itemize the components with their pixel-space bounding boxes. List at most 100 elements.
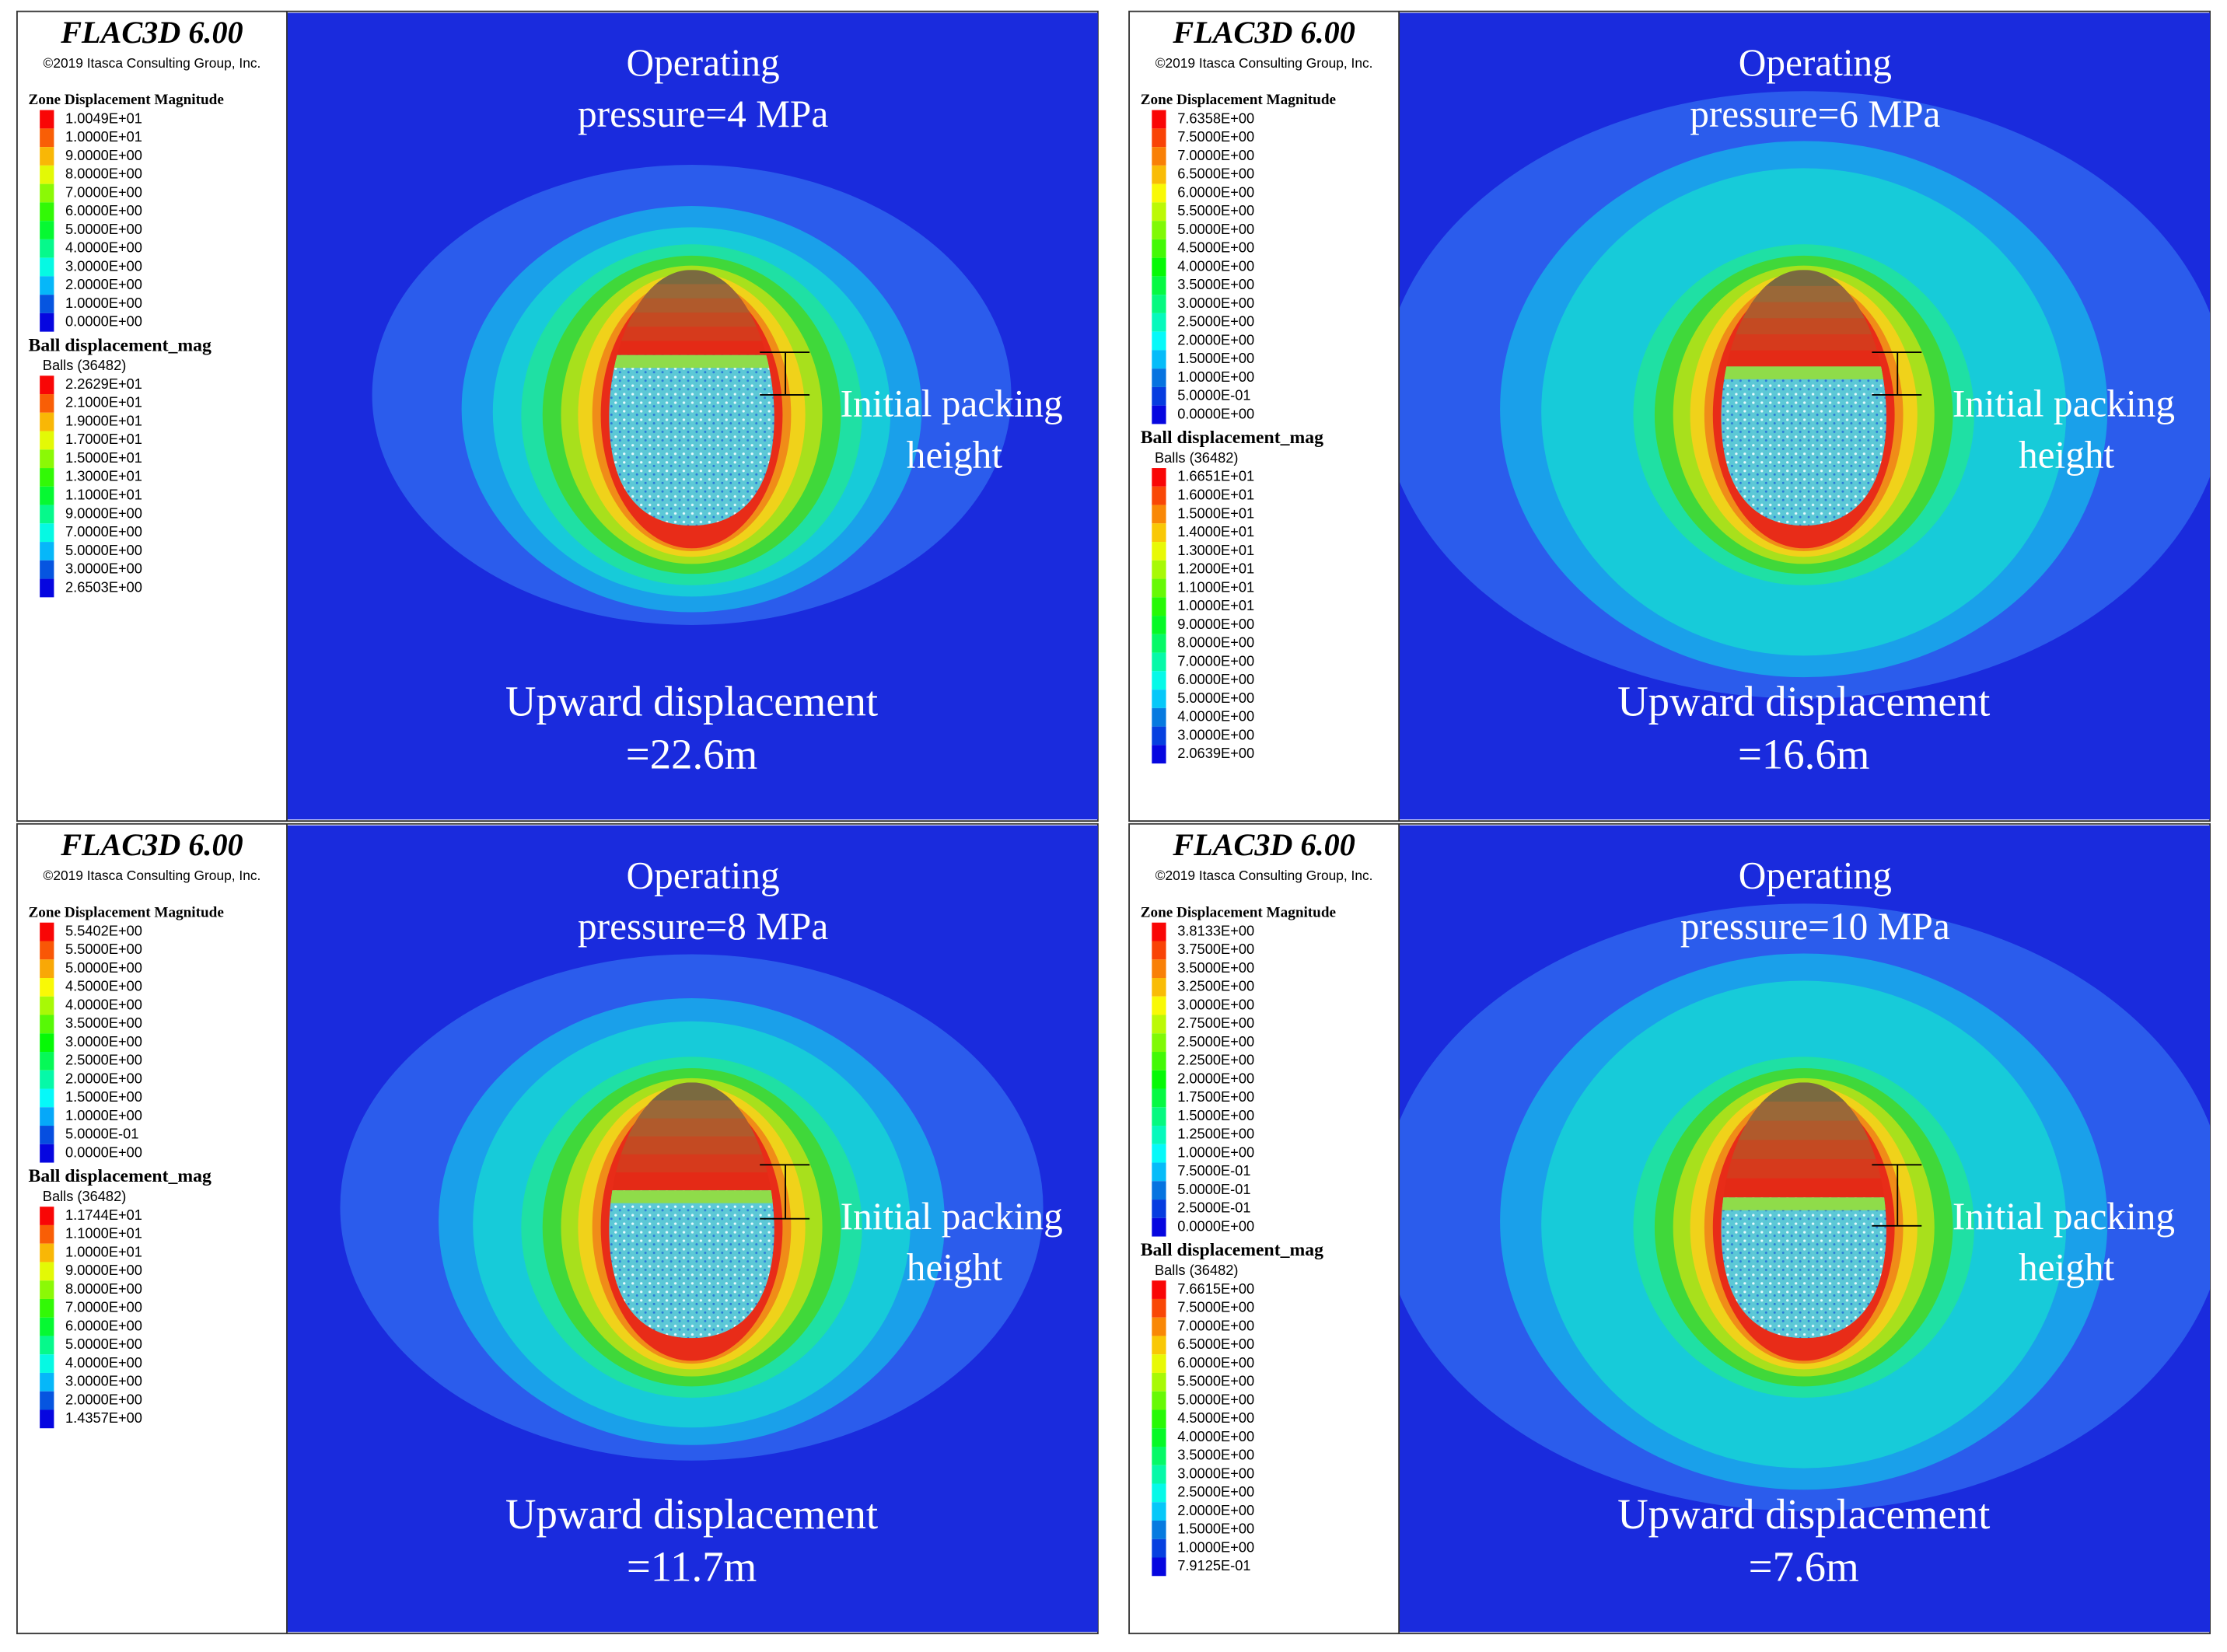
legend-label: 7.5000E-01: [1177, 1162, 1250, 1179]
legend-label: 2.0000E+00: [1177, 331, 1254, 348]
legend-label: 7.6615E+00: [1177, 1280, 1254, 1297]
dome-band: [609, 312, 774, 329]
legend-label: 3.5000E+00: [1177, 276, 1254, 292]
legend-label: 1.0000E+01: [65, 1243, 142, 1259]
legend-swatch: [40, 1052, 54, 1070]
legend-swatch: [1152, 690, 1166, 708]
cavity: [1721, 1082, 1886, 1339]
legend-label: 7.0000E+00: [65, 183, 142, 200]
legend-swatch: [1152, 405, 1166, 424]
legend-label: 2.5000E-01: [1177, 1200, 1250, 1216]
annotation: pressure=10 MPa: [1680, 905, 1950, 948]
annotation: pressure=6 MPa: [1690, 93, 1940, 135]
legend-label: 1.9000E+01: [65, 412, 142, 428]
legend-swatch: [40, 505, 54, 524]
legend-swatch: [40, 239, 54, 258]
legend-swatch: [40, 560, 54, 579]
legend-label: 2.2500E+00: [1177, 1052, 1254, 1068]
legend-swatch: [1152, 257, 1166, 277]
legend-swatch: [1152, 1088, 1166, 1108]
legend-swatch: [40, 295, 54, 313]
dome-band: [1721, 1120, 1886, 1142]
legend-swatch: [1152, 745, 1166, 764]
legend-label: 7.0000E+00: [1177, 147, 1254, 163]
legend-label: 1.0000E+00: [1177, 368, 1254, 385]
legend-swatch: [40, 1207, 54, 1225]
legend-label: 1.0000E+01: [65, 128, 142, 145]
legend-swatch: [40, 1033, 54, 1053]
legend-label: 3.0000E+00: [65, 257, 142, 274]
annotation: height: [907, 433, 1003, 476]
legend-label: 1.0000E+00: [1177, 1538, 1254, 1555]
legend-label: 5.0000E+00: [1177, 690, 1254, 706]
legend-swatch: [1152, 1015, 1166, 1034]
legend-label: 8.0000E+00: [65, 166, 142, 182]
legend-label: 5.5000E+00: [1177, 1373, 1254, 1389]
legend-label: 0.0000E+00: [1177, 405, 1254, 421]
legend-label: 5.0000E-01: [1177, 387, 1250, 403]
annotation: =7.6m: [1749, 1542, 1859, 1590]
legend-label: 3.0000E+00: [1177, 996, 1254, 1012]
legend-swatch: [1152, 1520, 1166, 1539]
legend-swatch: [40, 1262, 54, 1281]
dome-band: [1721, 1158, 1886, 1180]
legend-label: 5.0000E+00: [1177, 221, 1254, 237]
legend-title: Ball displacement_mag: [29, 335, 212, 355]
dome-band: [609, 327, 774, 343]
legend-swatch: [1152, 1465, 1166, 1484]
legend-label: 6.0000E+00: [65, 1317, 142, 1333]
legend-label: 9.0000E+00: [65, 505, 142, 521]
legend-swatch: [40, 1107, 54, 1126]
legend-swatch: [1152, 996, 1166, 1015]
legend-swatch: [40, 1298, 54, 1318]
legend-swatch: [1152, 1070, 1166, 1089]
legend-swatch: [1152, 922, 1166, 941]
legend-label: 7.0000E+00: [65, 523, 142, 540]
legend-title: Ball displacement_mag: [29, 1166, 212, 1186]
legend-swatch: [40, 375, 54, 395]
legend-label: 2.0000E+00: [65, 1070, 142, 1086]
annotation: Operating: [1739, 854, 1892, 896]
legend-swatch: [1152, 331, 1166, 351]
legend-label: 1.7000E+01: [65, 431, 142, 447]
legend-label: 7.0000E+00: [65, 1299, 142, 1315]
legend-swatch: [1152, 221, 1166, 239]
legend-swatch: [1152, 239, 1166, 258]
legend-label: 3.0000E+00: [65, 561, 142, 577]
legend-swatch: [1152, 652, 1166, 672]
copyright: ©2019 Itasca Consulting Group, Inc.: [1155, 55, 1373, 71]
legend-label: 8.0000E+00: [65, 1280, 142, 1297]
dome-band: [1721, 334, 1886, 352]
legend-swatch: [40, 1409, 54, 1429]
legend-swatch: [1152, 1372, 1166, 1392]
legend-swatch: [40, 1126, 54, 1144]
plot-area: [1399, 12, 2211, 820]
legend-label: 7.9125E-01: [1177, 1557, 1250, 1573]
legend-label: 5.0000E+00: [1177, 1391, 1254, 1407]
legend-label: 1.1000E+01: [65, 487, 142, 503]
legend-label: 5.0000E+00: [65, 221, 142, 237]
dome-band: [609, 1136, 774, 1156]
legend-label: 2.0000E+00: [1177, 1502, 1254, 1518]
legend-subtitle: Balls (36482): [1155, 449, 1239, 466]
particles-top: [609, 354, 774, 368]
particles: [1721, 366, 1886, 526]
legend-label: 4.5000E+00: [1177, 239, 1254, 256]
legend-label: 3.7500E+00: [1177, 941, 1254, 957]
legend-label: 0.0000E+00: [65, 313, 142, 330]
legend-label: 4.5000E+00: [1177, 1409, 1254, 1426]
legend-swatch: [40, 147, 54, 166]
legend-swatch: [40, 468, 54, 487]
annotation: Upward displacement: [505, 1490, 878, 1538]
legend-label: 6.0000E+00: [65, 202, 142, 218]
legend-swatch: [40, 1317, 54, 1336]
legend-title: Ball displacement_mag: [1141, 428, 1323, 448]
legend-title: Zone Displacement Magnitude: [29, 904, 225, 920]
legend-label: 3.0000E+00: [1177, 726, 1254, 742]
legend-label: 1.4357E+00: [65, 1409, 142, 1426]
legend-swatch: [1152, 1502, 1166, 1521]
dome-band: [609, 1172, 774, 1192]
legend-swatch: [1152, 523, 1166, 543]
particles-top: [609, 1190, 774, 1203]
legend-subtitle: Balls (36482): [43, 357, 127, 373]
